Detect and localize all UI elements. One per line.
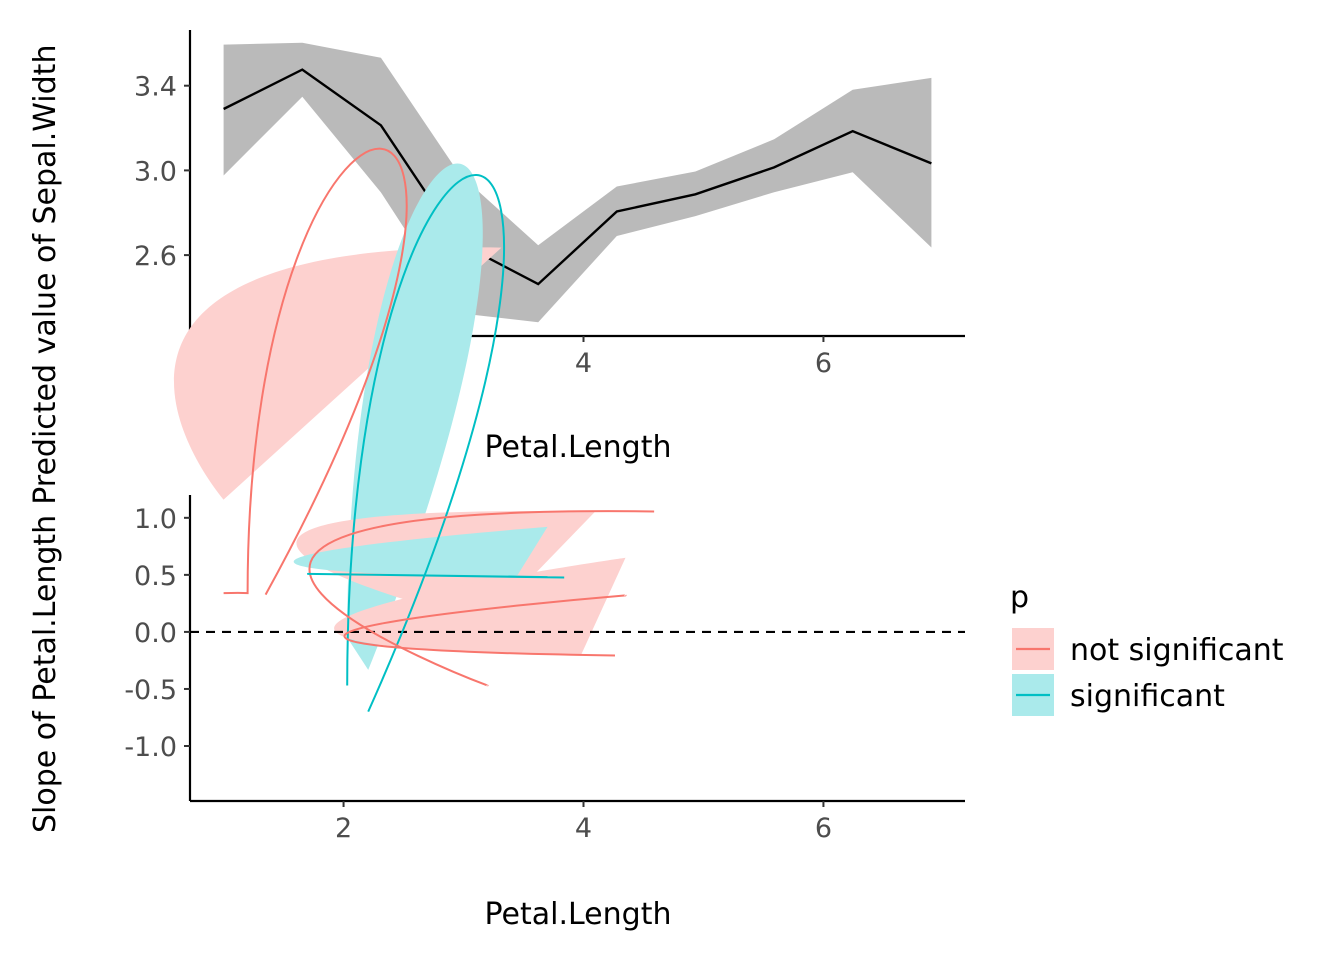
legend-label-significant: significant: [1070, 679, 1225, 714]
series-line: [307, 572, 565, 579]
y-tick-label: -1.0: [124, 732, 177, 763]
y-tick-label: 3.0: [134, 156, 177, 187]
y-axis-title-top: Predicted value of Sepal.Width: [28, 45, 63, 505]
x-tick-label: 6: [815, 813, 832, 844]
legend-keys: [1012, 628, 1054, 716]
series-line: [346, 174, 505, 713]
legend-title: p: [1010, 580, 1029, 615]
x-tick-label: 4: [575, 813, 592, 844]
y-tick-label: -0.5: [124, 675, 177, 706]
bottom-panel: 2 4 6 -1.0 -0.5 0.0 0.5 1.0: [124, 147, 965, 844]
legend-label-not-significant: not significant: [1070, 633, 1284, 668]
y-axis-title: Slope of Petal.Length Predicted value of …: [28, 45, 63, 833]
x-tick-label: 6: [815, 348, 832, 379]
top-x-axis-title: Petal.Length: [485, 430, 672, 465]
series-line: [223, 68, 932, 286]
series-line: [223, 147, 408, 596]
confidence-band: [293, 526, 548, 578]
legend: p not significant significant: [1010, 580, 1284, 716]
confidence-band: [223, 42, 932, 323]
y-tick-label: 0.0: [134, 618, 177, 649]
x-tick-label: 4: [575, 348, 592, 379]
y-tick-label: 3.4: [134, 72, 177, 103]
y-tick-label: 2.6: [134, 241, 177, 272]
y-tick-label: 0.5: [134, 561, 177, 592]
x-tick-label: 2: [335, 813, 352, 844]
y-axis-title-bottom: Slope of Petal.Length: [28, 515, 63, 833]
series-line: [343, 594, 626, 657]
bottom-x-axis-title: Petal.Length: [485, 897, 672, 932]
series-line: [308, 510, 655, 687]
y-tick-label: 1.0: [134, 504, 177, 535]
